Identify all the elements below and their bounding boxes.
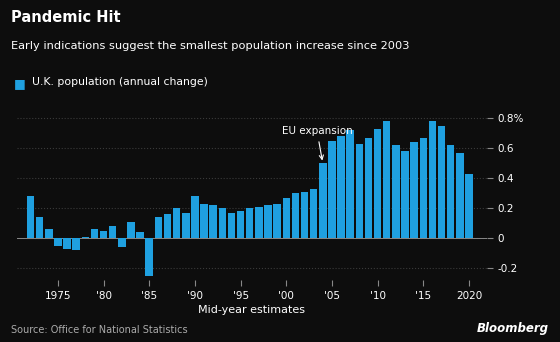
Bar [164, 214, 171, 238]
Bar [282, 198, 290, 238]
Bar [328, 141, 335, 238]
Bar [91, 229, 98, 238]
Bar [410, 142, 418, 238]
Bar [228, 213, 235, 238]
Bar [365, 138, 372, 238]
Bar [246, 208, 254, 238]
Bar [36, 218, 43, 238]
Bar [237, 211, 244, 238]
Bar [419, 138, 427, 238]
Bar [447, 145, 454, 238]
Text: Source: Office for National Statistics: Source: Office for National Statistics [11, 325, 188, 335]
Bar [273, 204, 281, 238]
Bar [392, 145, 400, 238]
Bar [465, 174, 473, 238]
Bar [72, 238, 80, 250]
Bar [292, 193, 299, 238]
Text: U.K. population (annual change): U.K. population (annual change) [32, 77, 208, 87]
Bar [155, 218, 162, 238]
Bar [264, 205, 272, 238]
Bar [173, 208, 180, 238]
Bar [27, 196, 34, 238]
Text: ■: ■ [14, 77, 26, 90]
Bar [428, 121, 436, 238]
Bar [63, 238, 71, 249]
Bar [301, 192, 308, 238]
Bar [200, 204, 208, 238]
Bar [100, 231, 108, 238]
Bar [137, 233, 144, 238]
Bar [182, 213, 189, 238]
Bar [402, 151, 409, 238]
Text: Bloomberg: Bloomberg [477, 322, 549, 335]
Bar [191, 196, 199, 238]
Bar [218, 208, 226, 238]
Text: EU expansion: EU expansion [282, 126, 352, 159]
Bar [127, 222, 135, 238]
Bar [310, 189, 318, 238]
Bar [109, 226, 116, 238]
Bar [456, 153, 464, 238]
Bar [438, 126, 445, 238]
Bar [255, 207, 263, 238]
Bar [209, 205, 217, 238]
Bar [347, 130, 354, 238]
Bar [337, 136, 345, 238]
Bar [54, 238, 62, 246]
Bar [146, 238, 153, 276]
Bar [319, 163, 326, 238]
X-axis label: Mid-year estimates: Mid-year estimates [198, 305, 306, 315]
Bar [383, 121, 390, 238]
Bar [82, 237, 89, 238]
Bar [356, 144, 363, 238]
Bar [118, 238, 125, 247]
Bar [45, 229, 53, 238]
Text: Early indications suggest the smallest population increase since 2003: Early indications suggest the smallest p… [11, 41, 410, 51]
Text: Pandemic Hit: Pandemic Hit [11, 10, 121, 25]
Bar [374, 129, 381, 238]
